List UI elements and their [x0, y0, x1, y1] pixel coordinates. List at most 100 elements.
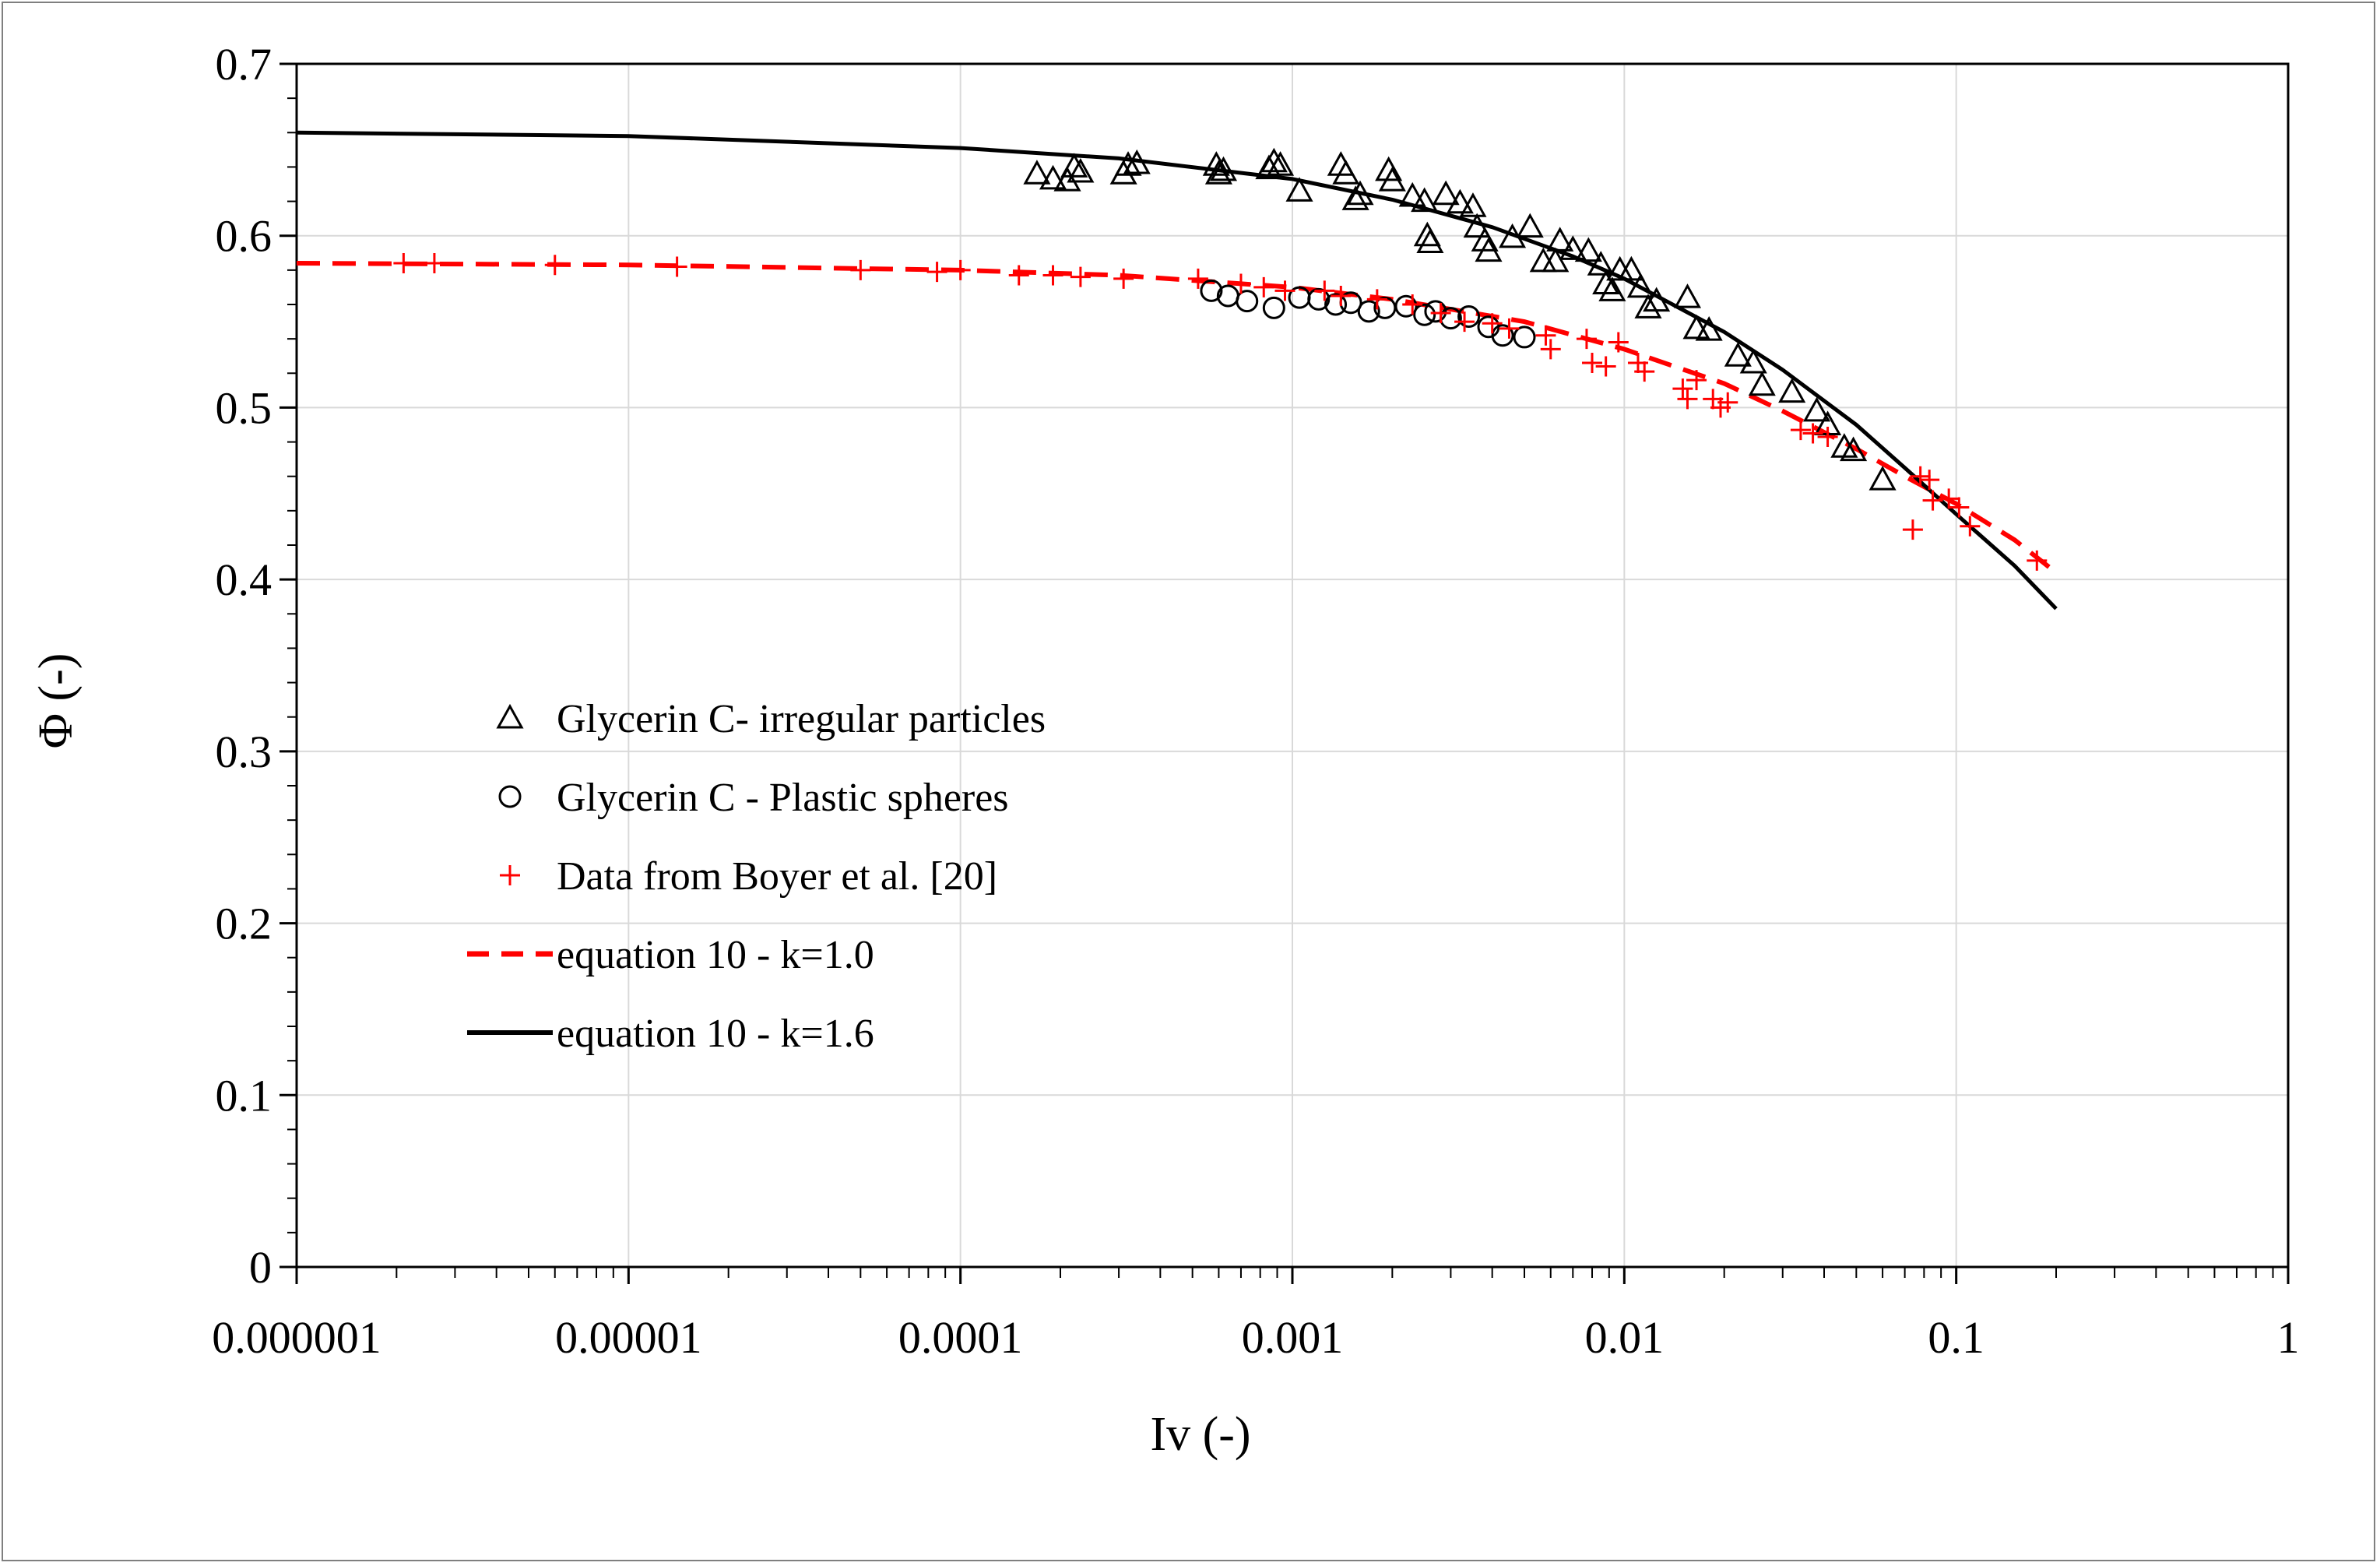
- data-point-plus: [1960, 516, 1981, 537]
- data-point-plus: [1482, 313, 1503, 334]
- data-point-plus: [1230, 273, 1251, 294]
- data-point-plus: [1454, 311, 1475, 333]
- y-axis: 0 0.1 0.2 0.3 0.4 0.5 0.6 0.7: [216, 39, 297, 1293]
- data-point-plus: [1540, 339, 1561, 360]
- data-point-plus: [1331, 285, 1352, 306]
- data-point-plus: [1608, 332, 1629, 353]
- data-point-triangle: [1592, 269, 1620, 295]
- x-tick-label: 0.0001: [898, 1312, 1023, 1363]
- data-point-triangle: [1039, 164, 1067, 190]
- data-point-triangle: [1398, 181, 1426, 207]
- data-point-plus: [1042, 265, 1063, 286]
- data-point-plus: [1817, 426, 1838, 447]
- data-point-triangle: [1739, 348, 1767, 374]
- data-point-plus: [1677, 389, 1698, 410]
- data-point-triangle: [1471, 227, 1499, 252]
- data-point-circle: [1324, 293, 1348, 316]
- data-point-plus: [1802, 423, 1823, 444]
- gridlines: [297, 64, 2288, 1267]
- x-tick-label: 0.00001: [555, 1312, 702, 1363]
- legend-marker: [500, 865, 520, 885]
- x-tick-label: 0.000001: [212, 1312, 381, 1363]
- data-point-plus: [1366, 289, 1387, 310]
- data-point-triangle: [1634, 294, 1662, 318]
- data-point-circle: [1424, 300, 1447, 323]
- legend-label: Data from Boyer et al. [20]: [557, 854, 997, 899]
- data-point-plus: [1113, 268, 1134, 289]
- y-tick-label: 0.1: [216, 1070, 272, 1121]
- data-point-plus: [850, 259, 871, 280]
- data-point-plus: [666, 256, 687, 277]
- x-tick-label: 0.1: [1928, 1312, 1985, 1363]
- data-point-triangle: [1416, 228, 1444, 254]
- data-point-triangle: [1332, 160, 1360, 185]
- data-point-circle: [1236, 290, 1259, 313]
- data-point-plus: [544, 255, 565, 276]
- data-points: [393, 147, 2048, 571]
- data-point-triangle: [1516, 213, 1544, 238]
- y-axis-title: Φ (-): [30, 653, 83, 749]
- data-point-triangle: [1285, 177, 1313, 202]
- data-point-triangle: [1067, 157, 1095, 183]
- data-point-triangle: [1446, 188, 1474, 214]
- y-tick-label: 0.4: [216, 554, 272, 605]
- data-point-circle: [1307, 287, 1331, 311]
- data-point-plus: [1939, 488, 1960, 509]
- data-point-plus: [2027, 550, 2048, 571]
- data-point-triangle: [1748, 371, 1776, 396]
- data-point-triangle: [1375, 156, 1403, 181]
- data-point-circle: [1200, 279, 1223, 302]
- data-point-plus: [1717, 392, 1738, 413]
- data-point-triangle: [1724, 342, 1752, 367]
- data-point-triangle: [1411, 187, 1439, 213]
- data-point-plus: [1402, 294, 1423, 315]
- data-point-circle: [1413, 303, 1436, 326]
- data-point-triangle: [1542, 247, 1570, 273]
- data-point-triangle: [1267, 151, 1295, 176]
- data-point-plus: [1922, 490, 1943, 511]
- data-point-triangle: [1626, 273, 1654, 298]
- data-point-triangle: [1802, 396, 1831, 422]
- data-point-plus: [1253, 276, 1274, 297]
- legend-marker: [498, 785, 522, 808]
- legend-label: Glycerin C - Plastic spheres: [557, 776, 1009, 820]
- legend-label: Glycerin C- irregular particles: [557, 697, 1046, 741]
- data-point-triangle: [1378, 166, 1406, 192]
- x-axis: 0.000001 0.00001 0.0001 0.001 0.01 0.1 1: [212, 1267, 2300, 1363]
- data-point-triangle: [1574, 237, 1602, 262]
- y-tick-label: 0.7: [216, 39, 272, 90]
- data-point-triangle: [1023, 160, 1051, 185]
- series-line: [296, 261, 2058, 575]
- data-point-triangle: [1598, 276, 1626, 301]
- data-point-triangle: [1475, 237, 1503, 262]
- x-tick-label: 0.01: [1585, 1312, 1665, 1363]
- data-point-plus: [1070, 266, 1091, 287]
- data-point-triangle: [1459, 192, 1487, 217]
- data-point-triangle: [1673, 283, 1702, 308]
- data-point-plus: [1008, 265, 1029, 286]
- data-point-plus: [1499, 318, 1520, 339]
- series-line: [296, 130, 2058, 611]
- data-point-triangle: [1432, 180, 1460, 206]
- data-point-plus: [1672, 378, 1693, 399]
- x-tick-label: 0.001: [1242, 1312, 1344, 1363]
- data-point-plus: [926, 262, 947, 283]
- data-point-triangle: [1463, 213, 1491, 238]
- data-point-plus: [393, 253, 414, 274]
- data-point-triangle: [1682, 314, 1710, 340]
- y-tick-label: 0.6: [216, 211, 272, 262]
- y-tick-label: 0.3: [216, 727, 272, 777]
- legend-label: equation 10 - k=1.6: [557, 1012, 874, 1056]
- data-point-triangle: [1529, 247, 1557, 273]
- legend-label: equation 10 - k=1.0: [557, 933, 874, 977]
- data-point-triangle: [1341, 185, 1369, 210]
- data-point-plus: [950, 259, 971, 280]
- data-point-triangle: [1204, 160, 1232, 185]
- data-point-plus: [1595, 356, 1616, 377]
- data-point-plus: [1274, 280, 1295, 301]
- y-tick-label: 0: [249, 1242, 272, 1293]
- data-point-triangle: [1209, 156, 1238, 181]
- data-point-triangle: [1778, 378, 1806, 403]
